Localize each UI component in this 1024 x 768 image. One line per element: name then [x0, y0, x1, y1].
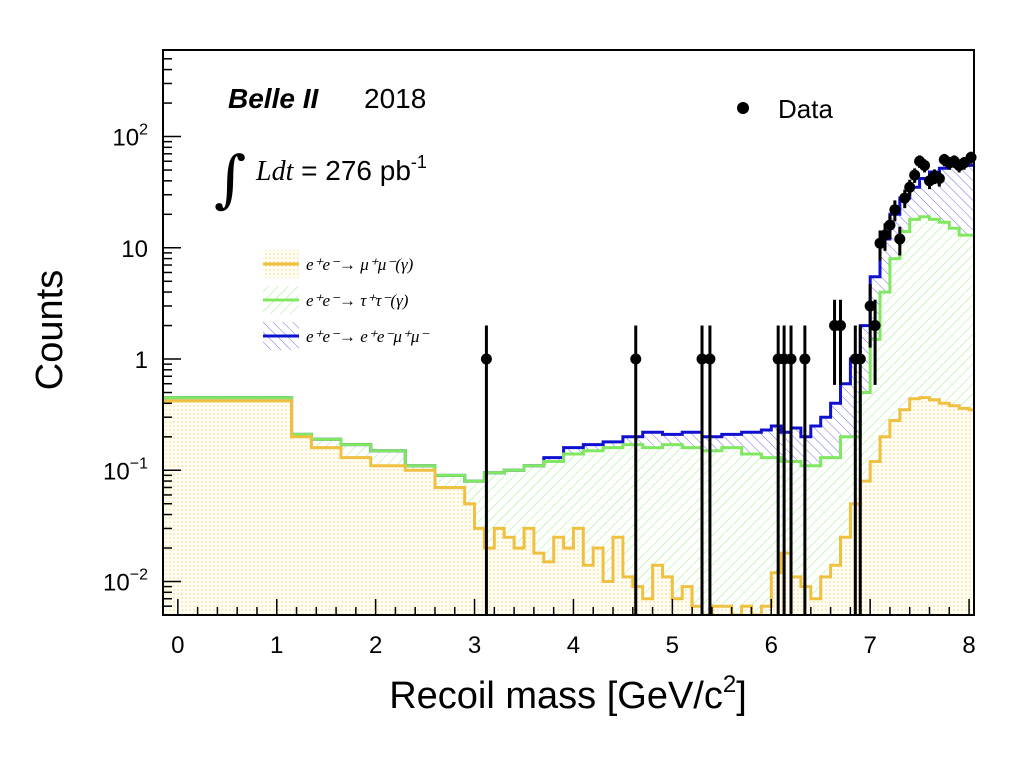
data-point	[884, 214, 896, 239]
x-tick-label: 5	[666, 632, 679, 659]
data-point	[854, 325, 866, 615]
data-point	[889, 200, 901, 222]
y-tick-label: 10−1	[103, 455, 148, 485]
x-tick-label: 2	[369, 632, 382, 659]
x-tick-label: 4	[567, 632, 580, 659]
data-point	[894, 226, 906, 256]
data-point	[480, 325, 492, 615]
data-point	[919, 159, 931, 173]
x-tick-label: 8	[962, 632, 975, 659]
data-point	[704, 325, 716, 615]
data-point	[829, 299, 841, 385]
data-point	[785, 325, 797, 615]
year-label: 2018	[364, 83, 426, 114]
x-tick-label: 0	[171, 632, 184, 659]
legend-entry-mumu: e⁺e⁻→ μ⁺μ⁻(γ)	[263, 250, 414, 278]
data-point	[834, 299, 846, 385]
x-tick-label: 7	[863, 632, 876, 659]
y-tick-label: 10	[121, 236, 148, 263]
data-point	[909, 168, 921, 183]
data-point	[799, 325, 811, 615]
legend-data-marker	[737, 102, 749, 114]
y-tick-label: 102	[112, 122, 148, 152]
data-point	[864, 283, 876, 348]
x-tick-label: 1	[270, 632, 283, 659]
x-tick-label: 3	[468, 632, 481, 659]
data-point	[899, 189, 911, 209]
legend-tautau-label: e⁺e⁻→ τ⁺τ⁻(γ)	[306, 291, 409, 310]
x-tick-label: 6	[765, 632, 778, 659]
data-point	[904, 179, 916, 197]
data-point	[933, 171, 945, 187]
x-axis-title: Recoil mass [GeV/c2]	[389, 671, 747, 717]
experiment-label: Belle II	[228, 83, 319, 114]
integral-symbol: ∫	[214, 142, 246, 215]
legend-mumu-label: e⁺e⁻→ μ⁺μ⁻(γ)	[306, 255, 414, 274]
data-point	[696, 325, 708, 615]
legend-entry-eemumu: e⁺e⁻→ e⁺e⁻μ⁺μ⁻	[263, 322, 430, 350]
data-point	[879, 223, 891, 251]
legend-eemumu-label: e⁺e⁻→ e⁺e⁻μ⁺μ⁻	[306, 327, 430, 346]
data-point	[630, 325, 642, 615]
data-point	[869, 299, 881, 385]
y-axis-title: Counts	[29, 270, 71, 390]
y-tick-label: 1	[135, 347, 148, 374]
legend-entry-tautau: e⁺e⁻→ τ⁺τ⁻(γ)	[263, 286, 409, 314]
plot-frame	[162, 49, 975, 616]
legend-entry-data: Data	[737, 94, 833, 124]
luminosity-label: Ldt = 276 pb-1	[255, 152, 427, 187]
histogram-line-mumu	[163, 396, 974, 615]
y-tick-label: 10−2	[103, 567, 148, 597]
histogram-fill-mumu	[163, 397, 974, 615]
legend-data-label: Data	[778, 94, 833, 124]
